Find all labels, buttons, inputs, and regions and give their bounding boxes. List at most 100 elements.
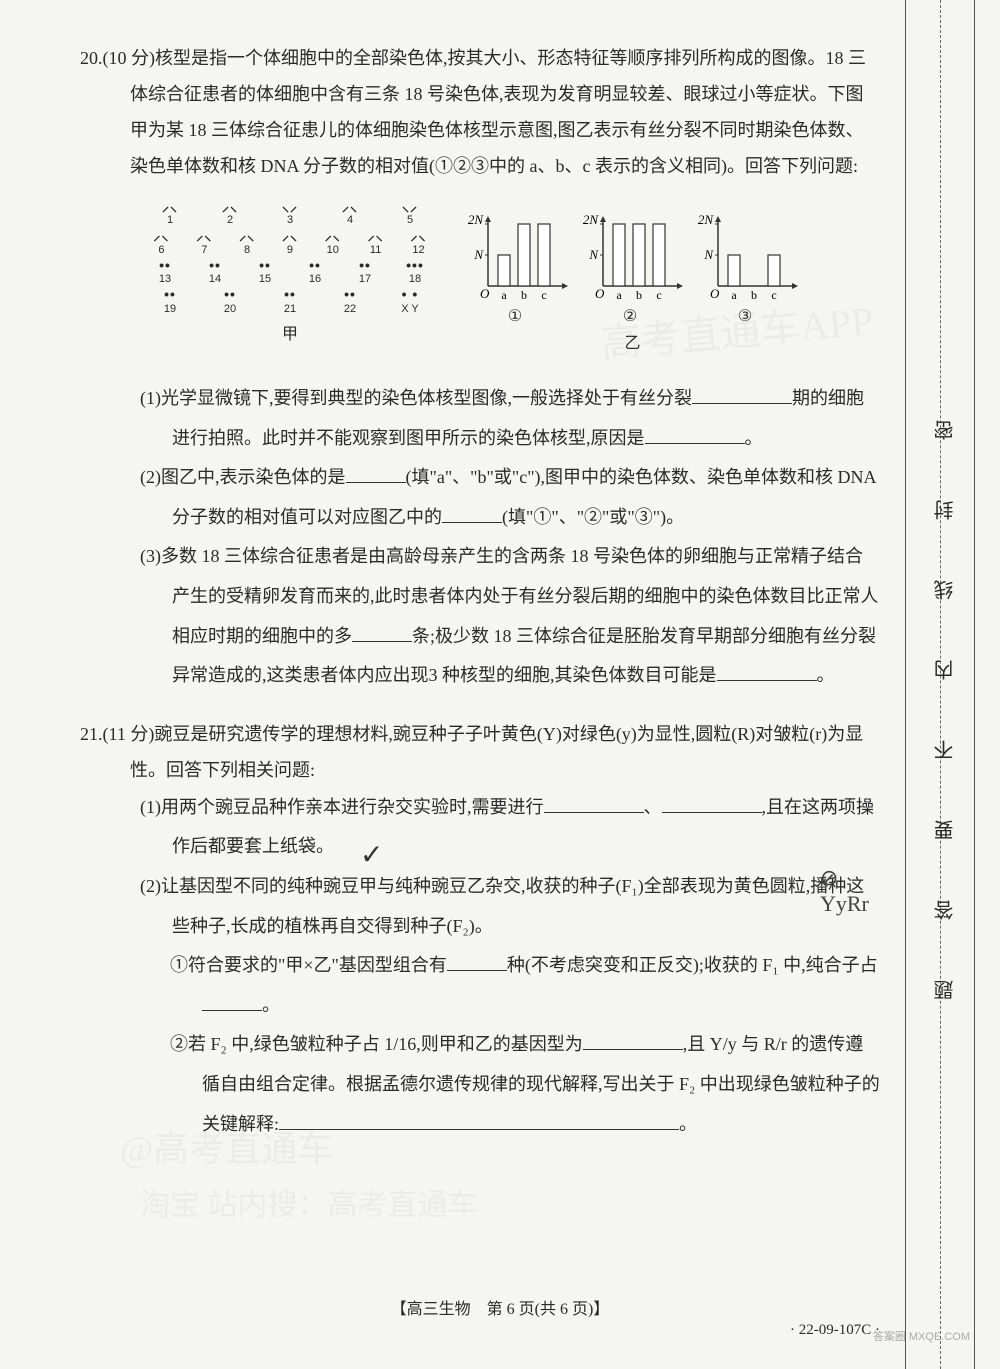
- svg-text:b: b: [751, 288, 757, 302]
- side-dash: [940, 0, 941, 1369]
- bar-chart: 2NNOabc②: [575, 214, 685, 326]
- chromosome-pair: ⸝⸜6: [141, 228, 181, 255]
- karyotype-row: ••19 ••20 ••21 ••22 • •X Y: [140, 287, 440, 314]
- blank[interactable]: [279, 1112, 679, 1130]
- q20-header: 20.(10 分)核型是指一个体细胞中的全部染色体,按其大小、形态特征等顺序排列…: [130, 40, 880, 184]
- q21-sub2a-prefix: ①符合要求的"甲×乙"基因型组合有: [170, 955, 447, 975]
- q21-points: (11 分): [103, 724, 155, 744]
- q21-sub2a-mid: 种(不考虑突变和正反交);收获的 F₁ 中,纯合子占: [507, 955, 878, 975]
- q20-sub3: (3)多数 18 三体综合征患者是由高龄母亲产生的含两条 18 号染色体的卵细胞…: [140, 537, 880, 695]
- svg-text:N: N: [588, 247, 599, 262]
- blank[interactable]: [352, 624, 412, 642]
- chromosome-pair: ⸝⸜7: [184, 228, 224, 255]
- chromosome-pair: ⸝⸜11: [356, 228, 396, 255]
- margin-char: 封: [931, 500, 960, 520]
- charts-caption: 乙: [460, 329, 805, 353]
- chart-label: ①: [460, 306, 570, 326]
- chromosome-pair: ••22: [330, 287, 370, 314]
- svg-text:c: c: [771, 288, 776, 302]
- chromosome-pair: ⸝⸜2: [210, 199, 250, 226]
- chromosome-pair: ••15: [245, 258, 285, 285]
- chromosome-pair: •••18: [395, 258, 435, 285]
- q21-number: 21.: [80, 724, 103, 744]
- chromosome-pair: ⸝⸜9: [270, 228, 310, 255]
- question-21: 21.(11 分)豌豆是研究遗传学的理想材料,豌豆种子子叶黄色(Y)对绿色(y)…: [80, 716, 880, 1144]
- q21-sub2b-prefix: ②若 F₂ 中,绿色皱粒种子占 1/16,则甲和乙的基因型为: [170, 1034, 583, 1054]
- q20-sub2-mid2: (填"①"、"②"或"③")。: [502, 507, 684, 527]
- chromosome-pair: ••21: [270, 287, 310, 314]
- bar-chart: 2NNOabc①: [460, 214, 570, 326]
- handwrite-check: ✓: [360, 838, 383, 871]
- margin-char: 题: [931, 980, 960, 1000]
- blank[interactable]: [346, 465, 406, 483]
- chromosome-pair: ••17: [345, 258, 385, 285]
- svg-text:O: O: [480, 286, 490, 301]
- q20-sub2-prefix: (2)图乙中,表示染色体的是: [140, 467, 346, 487]
- svg-text:O: O: [595, 286, 605, 301]
- blank[interactable]: [717, 663, 817, 681]
- side-margin: 密封线内不要答题: [905, 0, 975, 1369]
- q21-header: 21.(11 分)豌豆是研究遗传学的理想材料,豌豆种子子叶黄色(Y)对绿色(y)…: [130, 716, 880, 788]
- chart-label: ③: [690, 306, 800, 326]
- chromosome-pair: ⸜⸝3: [270, 199, 310, 226]
- q21-sub2a-end: 。: [262, 995, 280, 1015]
- karyotype-row: ⸝⸜1⸝⸜2⸜⸝3⸝⸜4⸜⸝5: [140, 199, 440, 226]
- chromosome-pair: ••19: [150, 287, 190, 314]
- blank[interactable]: [662, 795, 762, 813]
- chromosome-pair: ••16: [295, 258, 335, 285]
- svg-text:O: O: [710, 286, 720, 301]
- q21-sub1: (1)用两个豌豆品种作亲本进行杂交实验时,需要进行、,且在这两项操作后都要套上纸…: [140, 788, 880, 867]
- logo: 答案圈 MXQE.COM: [873, 1328, 970, 1344]
- charts-figure: 2NNOabc①2NNOabc②2NNOabc③ 乙: [460, 214, 805, 353]
- footer-code: · 22-09-107C ·: [790, 1322, 880, 1339]
- chromosome-pair: ••14: [195, 258, 235, 285]
- chart-label: ②: [575, 306, 685, 326]
- q21-sub1-prefix: (1)用两个豌豆品种作亲本进行杂交实验时,需要进行: [140, 797, 544, 817]
- q20-sub2: (2)图乙中,表示染色体的是(填"a"、"b"或"c"),图甲中的染色体数、染色…: [140, 458, 880, 537]
- page-footer: 【高三生物 第 6 页(共 6 页)】: [0, 1295, 1000, 1319]
- chromosome-pair: ⸝⸜12: [398, 228, 438, 255]
- q21-sub1-mid: 、: [644, 797, 662, 817]
- chromosome-pair: ⸝⸜1: [150, 199, 190, 226]
- bar-chart: 2NNOabc③: [690, 214, 800, 326]
- q21-sub2: (2)让基因型不同的纯种豌豆甲与纯种豌豆乙杂交,收获的种子(F₁)全部表现为黄色…: [140, 867, 880, 946]
- svg-text:c: c: [656, 288, 661, 302]
- svg-text:b: b: [521, 288, 527, 302]
- watermark: 淘宝 站内搜：高考直通车: [140, 1180, 478, 1224]
- q20-sub1-end: 。: [745, 428, 763, 448]
- q21-sub2-prefix: (2)让基因型不同的纯种豌豆甲与纯种豌豆乙杂交,收获的种子(F₁)全部表现为黄色…: [140, 876, 864, 936]
- chromosome-pair: • •X Y: [390, 287, 430, 314]
- blank[interactable]: [645, 426, 745, 444]
- blank[interactable]: [692, 386, 792, 404]
- karyotype-row: ••13 ••14 ••15 ••16 ••17 •••18: [140, 258, 440, 285]
- margin-char: 答: [931, 900, 960, 920]
- svg-text:N: N: [703, 247, 714, 262]
- margin-char: 密: [931, 420, 960, 440]
- blank[interactable]: [447, 953, 507, 971]
- margin-char: 内: [931, 660, 960, 680]
- blank[interactable]: [442, 505, 502, 523]
- q21-sub2b-end: 。: [679, 1114, 697, 1134]
- q21-text: 豌豆是研究遗传学的理想材料,豌豆种子子叶黄色(Y)对绿色(y)为显性,圆粒(R)…: [130, 724, 863, 780]
- chromosome-pair: ••20: [210, 287, 250, 314]
- q21-sub2b: ②若 F₂ 中,绿色皱粒种子占 1/16,则甲和乙的基因型为,且 Y/y 与 R…: [170, 1025, 880, 1144]
- chromosome-pair: ⸝⸜4: [330, 199, 370, 226]
- blank[interactable]: [544, 795, 644, 813]
- chromosome-pair: ⸝⸜8: [227, 228, 267, 255]
- blank[interactable]: [202, 993, 262, 1011]
- q21-sub2a: ①符合要求的"甲×乙"基因型组合有 种(不考虑突变和正反交);收获的 F₁ 中,纯…: [170, 946, 880, 1025]
- blank[interactable]: [583, 1032, 683, 1050]
- karyotype-row: ⸝⸜6⸝⸜7⸝⸜8⸝⸜9⸝⸜10⸝⸜11⸝⸜12: [140, 228, 440, 255]
- svg-text:b: b: [636, 288, 642, 302]
- q20-sub1: (1)光学显微镜下,要得到典型的染色体核型图像,一般选择处于有丝分裂期的细胞进行…: [140, 379, 880, 458]
- svg-text:2N: 2N: [583, 214, 600, 227]
- karyotype-caption: 甲: [140, 320, 440, 344]
- margin-char: 线: [931, 580, 960, 600]
- chromosome-pair: ••13: [145, 258, 185, 285]
- handwrite-note: ⊘ YyRr: [820, 865, 880, 917]
- q20-text: 核型是指一个体细胞中的全部染色体,按其大小、形态特征等顺序排列所构成的图像。18…: [130, 48, 866, 176]
- margin-char: 不: [931, 740, 960, 760]
- q20-sub1-prefix: (1)光学显微镜下,要得到典型的染色体核型图像,一般选择处于有丝分裂: [140, 388, 692, 408]
- q20-number: 20.: [80, 48, 103, 68]
- svg-text:c: c: [541, 288, 546, 302]
